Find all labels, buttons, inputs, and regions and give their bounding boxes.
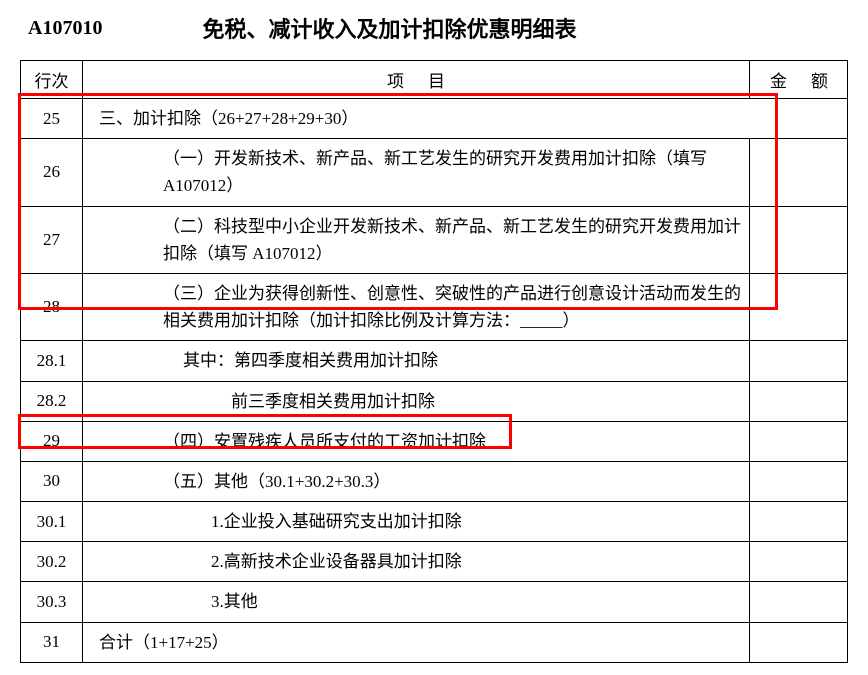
amount-cell (750, 461, 848, 501)
item-description: 1.企业投入基础研究支出加计扣除 (83, 502, 750, 542)
line-number: 30.3 (21, 582, 83, 622)
line-number: 30.1 (21, 502, 83, 542)
amount-cell (750, 582, 848, 622)
amount-cell (750, 622, 848, 662)
amount-cell (750, 542, 848, 582)
item-description: （五）其他（30.1+30.2+30.3） (83, 461, 750, 501)
table-row: 28（三）企业为获得创新性、创意性、突破性的产品进行创意设计活动而发生的相关费用… (21, 273, 848, 340)
line-number: 30.2 (21, 542, 83, 582)
table-row: 28.2前三季度相关费用加计扣除 (21, 381, 848, 421)
table-row: 30（五）其他（30.1+30.2+30.3） (21, 461, 848, 501)
col-header-amount: 金额 (750, 61, 848, 99)
amount-cell (750, 341, 848, 381)
amount-cell (750, 273, 848, 340)
line-number: 28.2 (21, 381, 83, 421)
detail-table: 行次 项目 金额 25三、加计扣除（26+27+28+29+30）26（一）开发… (20, 60, 848, 663)
line-number: 31 (21, 622, 83, 662)
form-title: 免税、减计收入及加计扣除优惠明细表 (202, 12, 576, 44)
table-container: 行次 项目 金额 25三、加计扣除（26+27+28+29+30）26（一）开发… (20, 60, 848, 663)
line-number: 29 (21, 421, 83, 461)
line-number: 25 (21, 99, 83, 139)
table-row: 28.1其中：第四季度相关费用加计扣除 (21, 341, 848, 381)
table-body: 25三、加计扣除（26+27+28+29+30）26（一）开发新技术、新产品、新… (21, 99, 848, 663)
item-description: 合计（1+17+25） (83, 622, 750, 662)
item-description: 其中：第四季度相关费用加计扣除 (83, 341, 750, 381)
amount-cell (750, 139, 848, 206)
form-code: A107010 (28, 17, 102, 40)
line-number: 26 (21, 139, 83, 206)
item-description: （二）科技型中小企业开发新技术、新产品、新工艺发生的研究开发费用加计扣除（填写 … (83, 206, 750, 273)
item-description: （一）开发新技术、新产品、新工艺发生的研究开发费用加计扣除（填写 A107012… (83, 139, 750, 206)
col-header-line: 行次 (21, 61, 83, 99)
amount-cell (750, 502, 848, 542)
item-description: 三、加计扣除（26+27+28+29+30） (83, 99, 848, 139)
item-description: 前三季度相关费用加计扣除 (83, 381, 750, 421)
table-row: 25三、加计扣除（26+27+28+29+30） (21, 99, 848, 139)
table-row: 29（四）安置残疾人员所支付的工资加计扣除 (21, 421, 848, 461)
table-row: 30.11.企业投入基础研究支出加计扣除 (21, 502, 848, 542)
table-row: 30.33.其他 (21, 582, 848, 622)
amount-cell (750, 421, 848, 461)
line-number: 30 (21, 461, 83, 501)
item-description: （三）企业为获得创新性、创意性、突破性的产品进行创意设计活动而发生的相关费用加计… (83, 273, 750, 340)
line-number: 27 (21, 206, 83, 273)
item-description: 2.高新技术企业设备器具加计扣除 (83, 542, 750, 582)
table-row: 31合计（1+17+25） (21, 622, 848, 662)
table-row: 26（一）开发新技术、新产品、新工艺发生的研究开发费用加计扣除（填写 A1070… (21, 139, 848, 206)
line-number: 28.1 (21, 341, 83, 381)
item-description: （四）安置残疾人员所支付的工资加计扣除 (83, 421, 750, 461)
line-number: 28 (21, 273, 83, 340)
item-description: 3.其他 (83, 582, 750, 622)
amount-cell (750, 206, 848, 273)
col-header-item: 项目 (83, 61, 750, 99)
amount-cell (750, 381, 848, 421)
table-header-row: 行次 项目 金额 (21, 61, 848, 99)
table-row: 30.22.高新技术企业设备器具加计扣除 (21, 542, 848, 582)
form-header: A107010 免税、减计收入及加计扣除优惠明细表 (20, 12, 848, 44)
table-row: 27（二）科技型中小企业开发新技术、新产品、新工艺发生的研究开发费用加计扣除（填… (21, 206, 848, 273)
